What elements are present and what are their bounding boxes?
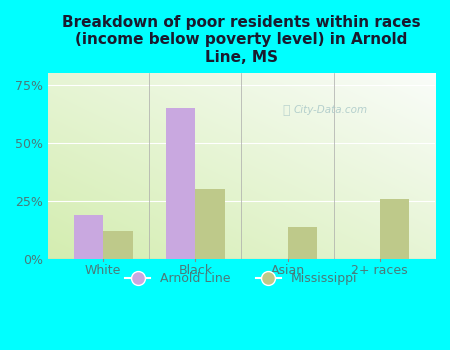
Legend: Arnold Line, Mississippi: Arnold Line, Mississippi <box>121 267 362 290</box>
Bar <box>288 227 317 259</box>
Bar <box>195 189 225 259</box>
Bar <box>380 199 409 259</box>
Bar <box>103 231 133 259</box>
Title: Breakdown of poor residents within races
(income below poverty level) in Arnold
: Breakdown of poor residents within races… <box>62 15 421 65</box>
Text: City-Data.com: City-Data.com <box>293 105 368 115</box>
Bar <box>74 215 103 259</box>
Bar <box>166 108 195 259</box>
Text: Ⓜ: Ⓜ <box>282 104 290 117</box>
